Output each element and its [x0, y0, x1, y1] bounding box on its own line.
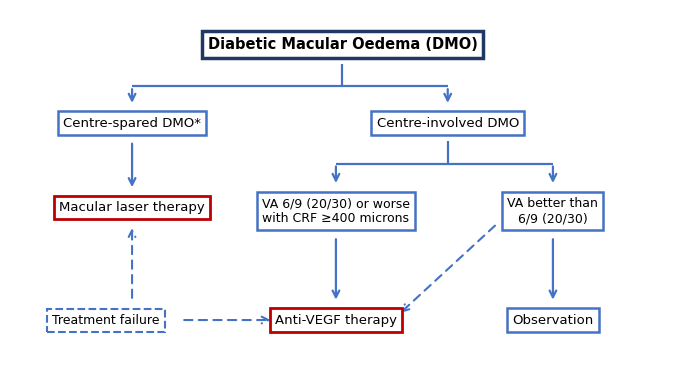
Text: Treatment failure: Treatment failure	[52, 314, 160, 326]
Text: Centre-spared DMO*: Centre-spared DMO*	[63, 117, 201, 130]
Text: VA better than
6/9 (20/30): VA better than 6/9 (20/30)	[508, 197, 599, 225]
Text: Centre-involved DMO: Centre-involved DMO	[377, 117, 519, 130]
Text: Macular laser therapy: Macular laser therapy	[59, 201, 205, 214]
Text: VA 6/9 (20/30) or worse
with CRF ≥400 microns: VA 6/9 (20/30) or worse with CRF ≥400 mi…	[262, 197, 410, 225]
Text: Diabetic Macular Oedema (DMO): Diabetic Macular Oedema (DMO)	[208, 37, 477, 52]
Text: Anti-VEGF therapy: Anti-VEGF therapy	[275, 314, 397, 326]
Text: Observation: Observation	[512, 314, 594, 326]
